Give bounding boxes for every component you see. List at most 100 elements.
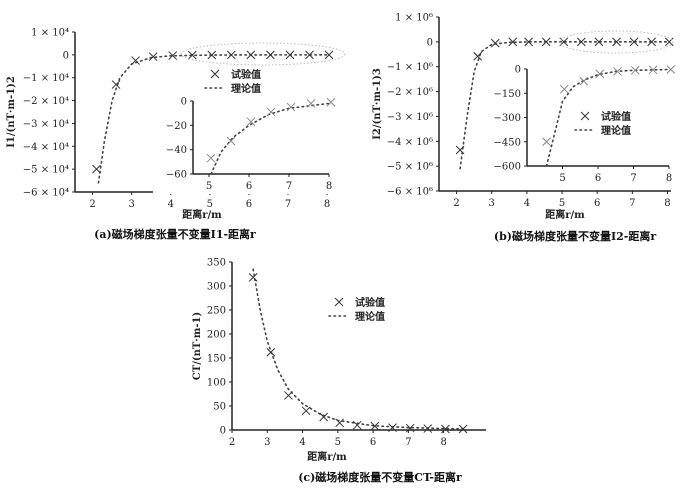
x-tick-label: 5 <box>335 437 341 448</box>
theory-line <box>97 54 328 184</box>
inset-y-tick-label: −150 <box>494 89 521 100</box>
legend-cross-icon <box>334 297 344 307</box>
y-axis-label: CT/(nT·m-1) <box>192 312 203 380</box>
x-tick-label: 4 <box>524 198 530 209</box>
inset-experiment-point <box>246 117 256 127</box>
panel-b: 2 3 4 5 6 7 8 1 × 10⁶ 0 −1 × 10⁶ −2 × 10⁶ −3 × 10⁶ −… <box>372 13 676 243</box>
x-tick-label: 5 <box>207 199 213 210</box>
y-tick-label: 150 <box>207 354 226 365</box>
experiment-point <box>490 38 500 48</box>
y-tick-label: 300 <box>207 282 226 293</box>
theory-line <box>459 41 669 170</box>
y-tick-label: 350 <box>207 258 226 269</box>
experiment-point <box>370 421 380 431</box>
x-tick-label: 7 <box>285 199 291 210</box>
inset-x-tick-label: 8 <box>666 173 672 184</box>
inset-x-tick-label: 5 <box>559 173 565 184</box>
y-tick-label: −4 × 10⁶ <box>387 137 433 148</box>
experiment-point <box>248 273 258 282</box>
inset-y-tick-label: −600 <box>494 162 521 173</box>
experiment-point <box>111 80 121 89</box>
x-tick-label: 3 <box>489 198 495 209</box>
y-tick-label: −1 × 10⁴ <box>23 73 69 84</box>
inset-x-tick-label: 7 <box>286 181 292 192</box>
experiment-point <box>352 420 362 430</box>
x-tick-label: 7 <box>629 198 635 209</box>
inset-experiment-point <box>559 84 569 94</box>
legend-label-theory: 理论值 <box>601 124 631 137</box>
y-tick-label: −1 × 10⁶ <box>387 62 433 73</box>
x-tick-label: 4 <box>299 437 305 448</box>
inset-experiment-point <box>630 65 640 75</box>
inset-y-tick-label: −40 <box>166 145 187 156</box>
inset-x-tick-label: 6 <box>595 173 601 184</box>
inset-y-tick-label: 0 <box>515 65 521 76</box>
experiment-point <box>577 37 586 47</box>
inset-experiment-point <box>226 136 236 146</box>
y-axis-label: I1/(nT·m-1)2 <box>6 76 17 148</box>
experiment-point <box>207 50 217 60</box>
experiment-point <box>187 50 197 60</box>
y-tick-label: −5 × 10⁴ <box>23 165 69 176</box>
x-tick-label: 6 <box>594 198 600 209</box>
experiment-point <box>335 418 344 428</box>
theory-line <box>252 268 466 430</box>
y-tick-label: −2 × 10⁶ <box>387 87 433 98</box>
experiment-point <box>629 37 639 47</box>
y-tick-label: −3 × 10⁴ <box>23 119 69 130</box>
x-axis-label: 距离r/m <box>307 450 347 463</box>
legend-cross-icon <box>210 69 220 79</box>
experiment-point <box>284 391 293 400</box>
y-tick-label: 0 <box>427 37 433 48</box>
inset-y-tick-label: −60 <box>166 170 187 181</box>
y-tick-label: 1 × 10⁶ <box>395 13 433 24</box>
inset-experiment-point <box>666 65 676 74</box>
x-tick-label: 8 <box>440 437 446 448</box>
legend-label-theory: 理论值 <box>355 310 385 323</box>
experiment-point <box>168 51 178 60</box>
experiment-point <box>148 52 158 62</box>
experiment-point <box>92 164 101 174</box>
y-tick-label: 250 <box>207 306 226 317</box>
inset-experiment-point <box>648 65 658 75</box>
experiment-point <box>524 37 533 47</box>
inset-background <box>487 61 674 186</box>
x-tick-label: 6 <box>246 199 252 210</box>
experiment-point <box>441 424 450 434</box>
y-tick-label: −6 × 10⁶ <box>387 187 433 198</box>
y-tick-label: 0 <box>220 426 226 437</box>
y-tick-label: −3 × 10⁶ <box>387 112 433 123</box>
x-tick-label: 4 <box>168 199 174 210</box>
experiment-point <box>131 56 140 65</box>
y-tick-label: −4 × 10⁴ <box>23 142 69 153</box>
x-tick-label: 6 <box>370 437 376 448</box>
inset-y-tick-label: 0 <box>181 97 187 108</box>
x-tick-label: 7 <box>405 437 411 448</box>
experiment-point <box>324 50 334 60</box>
experiment-point <box>508 37 518 47</box>
inset-experiment-point <box>579 76 589 86</box>
experiment-point <box>458 424 468 434</box>
legend-label-experiment: 试验值 <box>231 68 261 81</box>
inset-background <box>153 93 334 194</box>
experiment-point <box>285 50 295 60</box>
inset-experiment-point <box>613 67 622 76</box>
experiment-point <box>647 37 657 47</box>
inset-x-tick-label: 8 <box>326 181 332 192</box>
experiment-point <box>594 37 604 47</box>
inset-experiment-point <box>306 99 316 108</box>
panel-caption: (a)磁场梯度张量不变量I1-距离r <box>94 227 256 241</box>
experiment-point <box>455 145 465 155</box>
y-tick-label: −5 × 10⁶ <box>387 162 433 173</box>
highlight-ellipse <box>180 42 346 66</box>
experiment-point <box>388 423 397 432</box>
y-tick-label: 200 <box>207 330 226 341</box>
y-axis-label: I2/(nT·m-1)3 <box>372 68 383 140</box>
experiment-point <box>612 37 621 47</box>
x-tick-label: 8 <box>324 199 330 210</box>
x-tick-label: 3 <box>264 437 270 448</box>
inset-a: 5 6 7 8 0 −20 −40 −60 <box>153 93 336 194</box>
x-tick-label: 5 <box>559 198 565 209</box>
